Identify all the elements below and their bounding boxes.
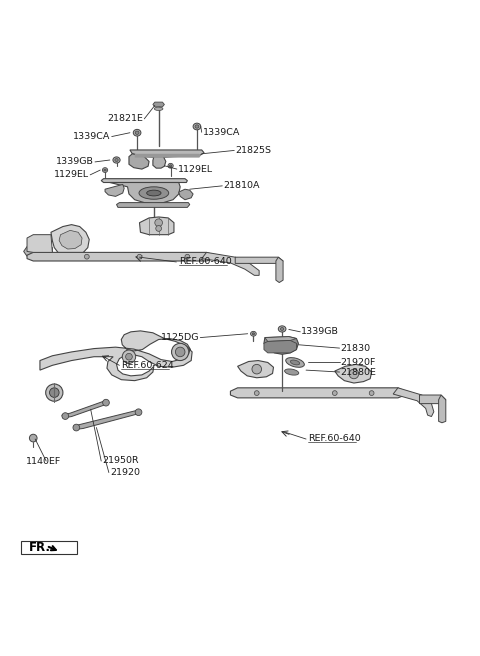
Polygon shape: [420, 395, 446, 403]
Ellipse shape: [286, 358, 304, 367]
Ellipse shape: [135, 131, 139, 134]
Polygon shape: [62, 401, 108, 418]
Circle shape: [185, 255, 190, 259]
Circle shape: [103, 400, 109, 406]
Text: REF.60-640: REF.60-640: [308, 434, 360, 443]
Text: REF.60-624: REF.60-624: [121, 361, 174, 370]
Polygon shape: [335, 364, 372, 383]
Polygon shape: [27, 253, 214, 261]
Circle shape: [73, 424, 80, 431]
Ellipse shape: [133, 129, 141, 136]
Polygon shape: [230, 388, 405, 398]
Ellipse shape: [168, 163, 173, 168]
Circle shape: [349, 369, 359, 379]
Text: 21821E: 21821E: [108, 114, 144, 123]
Text: 21810A: 21810A: [223, 181, 260, 190]
Text: 1140EF: 1140EF: [25, 457, 61, 466]
Text: 1125DG: 1125DG: [161, 333, 199, 342]
Text: 21825S: 21825S: [235, 146, 271, 155]
Polygon shape: [140, 217, 174, 235]
Text: 1129EL: 1129EL: [178, 165, 213, 174]
Text: 21920F: 21920F: [340, 358, 376, 367]
Ellipse shape: [195, 125, 199, 128]
Polygon shape: [264, 340, 297, 353]
Polygon shape: [264, 337, 299, 354]
Circle shape: [156, 226, 161, 232]
Ellipse shape: [280, 327, 284, 331]
Text: 1339GB: 1339GB: [301, 327, 339, 337]
Polygon shape: [130, 150, 204, 157]
Circle shape: [171, 343, 189, 361]
Polygon shape: [153, 102, 164, 107]
Polygon shape: [135, 154, 201, 157]
Ellipse shape: [155, 107, 163, 110]
Text: REF.60-640: REF.60-640: [179, 257, 231, 266]
Polygon shape: [117, 203, 190, 207]
Polygon shape: [105, 184, 124, 196]
Ellipse shape: [113, 157, 120, 163]
Polygon shape: [33, 247, 52, 254]
Circle shape: [84, 255, 89, 259]
Polygon shape: [265, 337, 297, 341]
Circle shape: [369, 391, 374, 396]
Polygon shape: [238, 361, 274, 378]
Ellipse shape: [147, 190, 161, 196]
Ellipse shape: [252, 333, 254, 335]
Text: 21950R: 21950R: [102, 456, 139, 464]
Text: 1339CA: 1339CA: [203, 128, 240, 136]
Text: 21880E: 21880E: [340, 367, 376, 377]
Ellipse shape: [251, 331, 256, 336]
Circle shape: [252, 364, 262, 374]
Text: 1129EL: 1129EL: [54, 171, 89, 179]
Text: 21920: 21920: [110, 468, 140, 477]
Ellipse shape: [104, 169, 106, 171]
Ellipse shape: [285, 369, 299, 375]
Ellipse shape: [193, 123, 201, 130]
Text: 1339GB: 1339GB: [56, 157, 94, 167]
Circle shape: [137, 255, 142, 259]
Polygon shape: [51, 224, 89, 257]
Circle shape: [62, 413, 69, 419]
Polygon shape: [24, 246, 35, 256]
Polygon shape: [393, 388, 434, 417]
Circle shape: [126, 354, 132, 360]
Ellipse shape: [169, 165, 172, 167]
Text: 1339CA: 1339CA: [73, 132, 111, 141]
Circle shape: [46, 384, 63, 401]
Circle shape: [49, 388, 59, 398]
Polygon shape: [110, 182, 180, 203]
Polygon shape: [179, 189, 193, 199]
Polygon shape: [73, 410, 141, 430]
Circle shape: [254, 391, 259, 396]
Polygon shape: [59, 230, 82, 249]
Circle shape: [175, 347, 185, 357]
Text: FR.: FR.: [28, 541, 50, 554]
Polygon shape: [40, 331, 192, 380]
Ellipse shape: [290, 360, 300, 365]
Polygon shape: [276, 257, 283, 283]
Ellipse shape: [115, 159, 118, 161]
Circle shape: [155, 219, 162, 226]
Polygon shape: [101, 178, 187, 182]
Ellipse shape: [278, 326, 286, 332]
Circle shape: [135, 409, 142, 416]
Polygon shape: [27, 235, 52, 253]
Polygon shape: [439, 395, 446, 422]
Polygon shape: [202, 253, 259, 276]
Ellipse shape: [139, 187, 168, 199]
Ellipse shape: [102, 168, 108, 173]
Text: 21830: 21830: [340, 344, 371, 353]
Circle shape: [29, 434, 37, 442]
Circle shape: [332, 391, 337, 396]
Polygon shape: [129, 154, 149, 169]
Polygon shape: [235, 257, 283, 264]
Polygon shape: [153, 157, 166, 168]
Circle shape: [122, 350, 136, 363]
